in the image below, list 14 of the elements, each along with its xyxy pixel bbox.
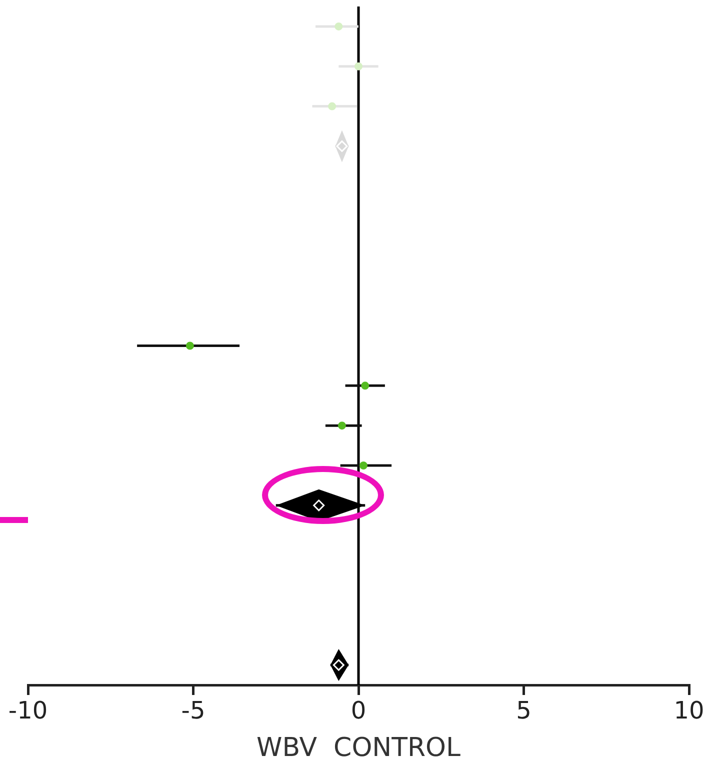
point [361, 382, 370, 390]
point [354, 62, 362, 70]
x-tick-label: 10 [674, 696, 704, 725]
point [313, 500, 325, 512]
point [359, 461, 368, 470]
point [338, 422, 346, 430]
x-tick-label: 0 [350, 696, 366, 725]
x-axis-title: WBV CONTROL [256, 733, 462, 764]
x-tick-label: -5 [181, 696, 206, 725]
x-tick-label: 5 [516, 696, 532, 725]
x-tick-label: -10 [8, 696, 48, 725]
point [186, 342, 194, 350]
point [334, 22, 343, 30]
point [328, 102, 336, 110]
